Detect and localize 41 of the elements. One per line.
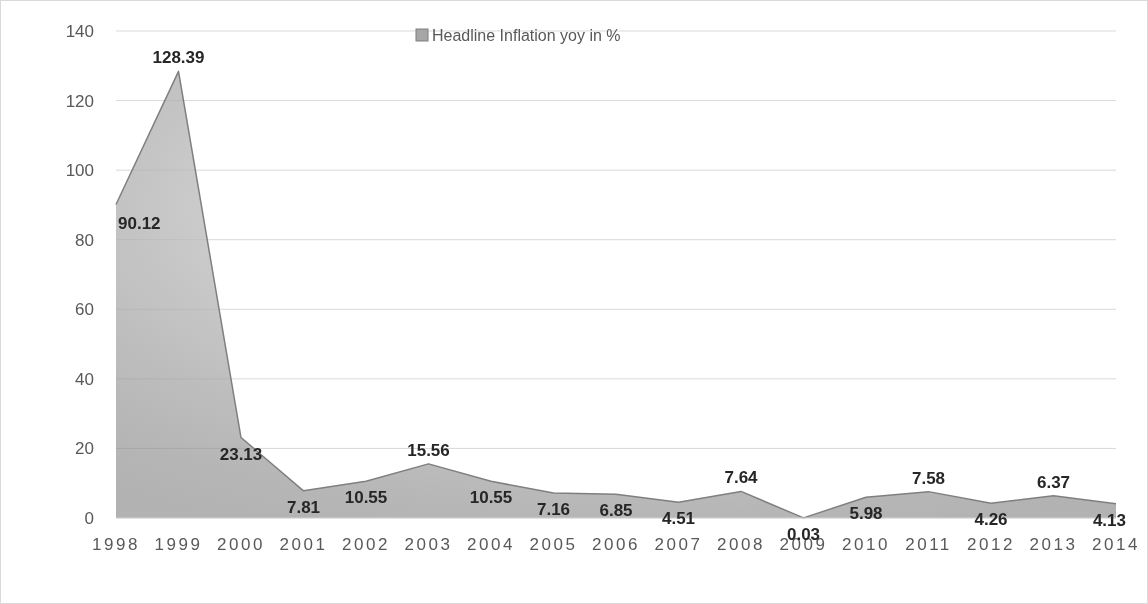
x-tick-label: 2006 (592, 535, 640, 554)
data-label: 6.37 (1036, 472, 1071, 492)
data-label: 7.64 (724, 468, 759, 488)
data-label: 23.13 (219, 444, 263, 464)
x-tick-label: 2001 (279, 535, 328, 554)
y-tick-label: 40 (75, 369, 94, 389)
x-tick-label: 2004 (467, 535, 515, 554)
legend-label: Headline Inflation yoy in % (432, 26, 621, 44)
y-tick-label: 0 (84, 508, 94, 528)
y-tick-label: 120 (65, 91, 94, 111)
data-label: 7.58 (911, 468, 946, 488)
data-label: 10.55 (469, 488, 513, 508)
data-label: 4.51 (661, 509, 696, 529)
data-label: 5.98 (849, 504, 883, 524)
x-tick-label: 2014 (1092, 535, 1140, 554)
y-tick-label: 60 (75, 300, 94, 320)
data-label: 15.56 (407, 440, 450, 460)
x-tick-label: 2012 (967, 535, 1015, 554)
x-tick-label: 2013 (1029, 535, 1078, 554)
data-label: 90.12 (118, 213, 161, 233)
x-tick-label: 1998 (92, 535, 140, 554)
y-tick-label: 20 (75, 439, 94, 459)
y-tick-label: 100 (65, 161, 94, 181)
data-label: 7.16 (536, 500, 571, 520)
data-label: 7.81 (286, 497, 321, 517)
data-label: 10.55 (344, 488, 388, 508)
x-tick-label: 2010 (842, 535, 890, 554)
x-tick-label: 1999 (154, 535, 203, 554)
x-tick-label: 2005 (529, 535, 578, 554)
x-tick-label: 2011 (905, 535, 952, 554)
x-tick-label: 2008 (717, 535, 765, 554)
x-tick-label: 2002 (342, 535, 390, 554)
data-label: 128.39 (152, 48, 205, 68)
data-label: 6.85 (599, 501, 633, 521)
y-tick-label: 80 (75, 230, 94, 250)
data-label: 4.26 (974, 510, 1008, 530)
x-tick-label: 2003 (404, 535, 453, 554)
x-tick-label: 2000 (217, 535, 265, 554)
y-tick-label: 140 (65, 21, 94, 41)
x-tick-label: 2007 (654, 535, 703, 554)
data-label: 4.13 (1092, 510, 1126, 530)
